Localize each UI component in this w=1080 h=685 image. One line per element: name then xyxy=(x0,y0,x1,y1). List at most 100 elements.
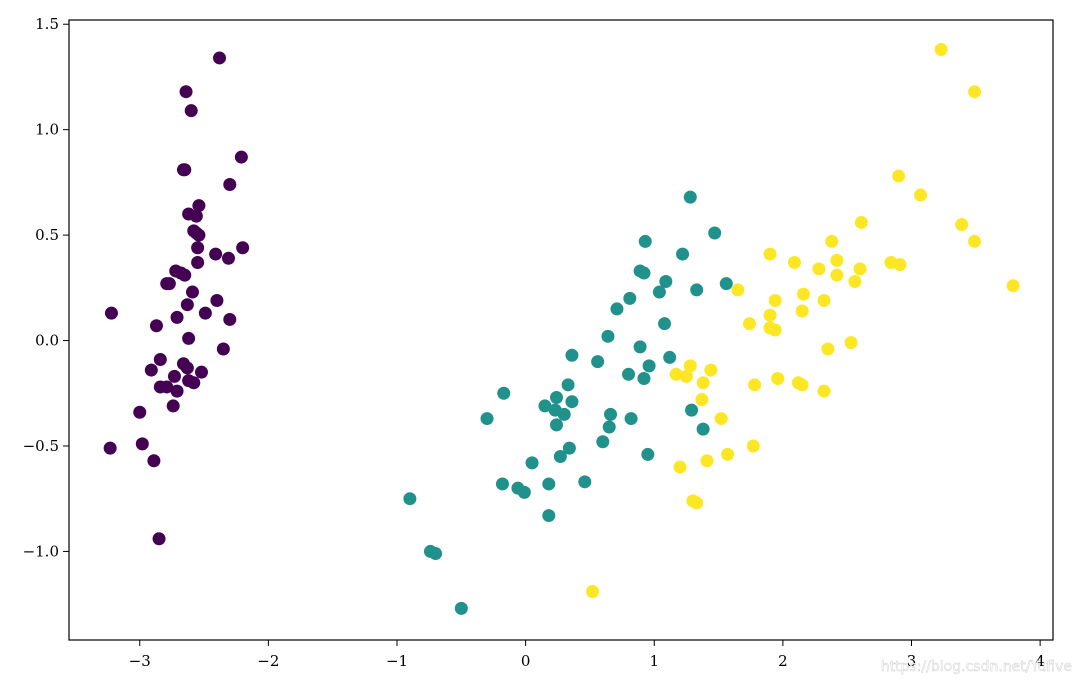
scatter-point xyxy=(549,418,563,432)
scatter-point xyxy=(968,85,982,99)
scatter-point xyxy=(787,256,801,270)
scatter-point xyxy=(638,234,652,248)
scatter-point xyxy=(796,287,810,301)
plot-frame xyxy=(68,19,1054,641)
scatter-point xyxy=(565,395,579,409)
scatter-point xyxy=(185,285,199,299)
scatter-point xyxy=(748,378,762,392)
scatter-point xyxy=(236,241,250,255)
y-axis-ticks: −1.0 −0.5 0.0 0.5 1.0 1.5 xyxy=(23,15,69,560)
scatter-point xyxy=(700,454,714,468)
scatter-point xyxy=(768,293,782,307)
y-tick-label: −1.0 xyxy=(23,542,59,560)
scatter-point xyxy=(210,293,224,307)
scatter-point xyxy=(578,475,592,489)
y-tick-label: 1.0 xyxy=(35,121,59,139)
scatter-point xyxy=(525,456,539,470)
scatter-point xyxy=(133,405,147,419)
x-tick-label: 2 xyxy=(778,652,788,670)
scatter-point xyxy=(610,302,624,316)
scatter-point xyxy=(198,306,212,320)
scatter-point xyxy=(166,399,180,413)
scatter-point xyxy=(817,384,831,398)
scatter-point xyxy=(179,85,193,99)
scatter-point xyxy=(848,274,862,288)
scatter-point xyxy=(892,169,906,183)
scatter-point xyxy=(642,359,656,373)
scatter-point xyxy=(480,412,494,426)
scatter-point xyxy=(812,262,826,276)
scatter-point xyxy=(746,439,760,453)
scatter-point xyxy=(189,209,203,223)
scatter-point xyxy=(221,251,235,265)
scatter-point xyxy=(178,268,192,282)
scatter-point xyxy=(104,306,118,320)
scatter-point xyxy=(763,247,777,261)
y-tick-label: 1.5 xyxy=(35,15,59,33)
scatter-point xyxy=(652,285,666,299)
scatter-point xyxy=(542,509,556,523)
scatter-point xyxy=(623,291,637,305)
scatter-point xyxy=(714,412,728,426)
scatter-point xyxy=(968,234,982,248)
scatter-point xyxy=(135,437,149,451)
scatter-point xyxy=(659,274,673,288)
scatter-point xyxy=(679,369,693,383)
scatter-point xyxy=(160,277,174,291)
scatter-point xyxy=(708,226,722,240)
scatter-point xyxy=(538,399,552,413)
scatter-point xyxy=(641,447,655,461)
scatter-point xyxy=(763,308,777,322)
x-tick-label: −3 xyxy=(129,652,151,670)
scatter-point xyxy=(830,268,844,282)
scatter-point xyxy=(147,454,161,468)
scatter-point xyxy=(497,386,511,400)
scatter-point xyxy=(768,323,782,337)
scatter-point xyxy=(602,420,616,434)
scatter-point xyxy=(184,104,198,118)
scatter-point xyxy=(1006,279,1020,293)
y-tick-label: −0.5 xyxy=(23,437,59,455)
scatter-point xyxy=(153,353,167,367)
scatter-point xyxy=(223,312,237,326)
scatter-point xyxy=(604,407,618,421)
scatter-point xyxy=(542,477,556,491)
scatter-point xyxy=(586,584,600,598)
scatter-point xyxy=(624,412,638,426)
scatter-point xyxy=(429,547,443,561)
scatter-point xyxy=(403,492,417,506)
point-series-2 xyxy=(403,190,733,615)
scatter-point xyxy=(771,372,785,386)
scatter-point xyxy=(731,283,745,297)
scatter-point xyxy=(454,601,468,615)
scatter-point xyxy=(825,234,839,248)
scatter-point xyxy=(893,258,907,272)
scatter-point xyxy=(685,403,699,417)
scatter-point xyxy=(549,390,563,404)
scatter-point xyxy=(192,199,206,213)
scatter-point xyxy=(844,336,858,350)
scatter-point xyxy=(663,350,677,364)
scatter-point xyxy=(637,372,651,386)
scatter-point xyxy=(795,378,809,392)
scatter-point xyxy=(170,384,184,398)
x-tick-label: −2 xyxy=(257,652,279,670)
scatter-point xyxy=(683,190,697,204)
scatter-point xyxy=(216,342,230,356)
scatter-point xyxy=(180,361,194,375)
scatter-point xyxy=(103,441,117,455)
scatter-point xyxy=(223,177,237,191)
watermark: https://blog.csdn.net/Yufive xyxy=(881,659,1072,675)
scatter-point xyxy=(176,163,190,177)
scatter-point xyxy=(696,422,710,436)
scatter-point xyxy=(192,228,206,242)
scatter-point xyxy=(144,363,158,377)
scatter-point xyxy=(742,317,756,331)
y-tick-label: 0.5 xyxy=(35,226,59,244)
y-tick-label: 0.0 xyxy=(35,332,59,350)
x-tick-label: 3 xyxy=(907,652,917,670)
scatter-point xyxy=(601,329,615,343)
scatter-point xyxy=(209,247,223,261)
scatter-point xyxy=(676,247,690,261)
